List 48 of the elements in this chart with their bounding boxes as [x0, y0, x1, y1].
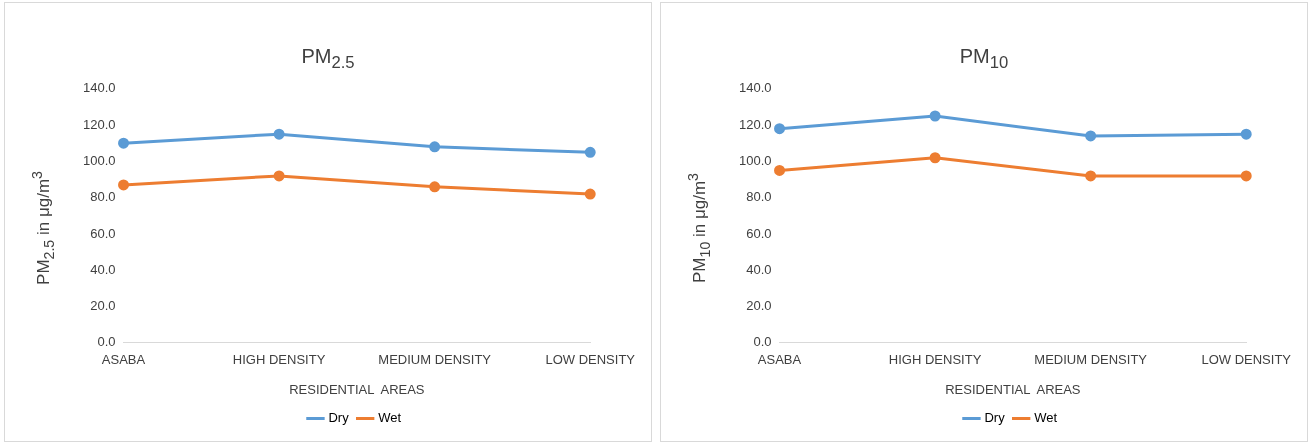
y-tick-label: 20.0 — [746, 298, 772, 314]
x-tick-label: MEDIUM DENSITY — [378, 352, 492, 368]
y-tick-label: 0.0 — [753, 334, 772, 350]
chart-title: PM$_{2.5}$ — [300, 45, 356, 73]
y-tick-label: 60.0 — [90, 225, 116, 241]
point — [1085, 170, 1097, 182]
y-tick-label: 80.0 — [90, 189, 116, 205]
legend-label: Dry — [984, 410, 1006, 426]
point — [584, 188, 596, 200]
point — [1085, 130, 1097, 142]
x-axis-title: RESIDENTIAL AREAS — [289, 381, 425, 397]
x-tick-label: HIGH DENSITY — [232, 352, 326, 368]
y-tick-label: 40.0 — [746, 261, 772, 277]
point — [1240, 170, 1252, 182]
x-tick-label: LOW DENSITY — [1201, 352, 1292, 368]
y-tick-label: 120.0 — [738, 116, 772, 132]
point — [774, 164, 786, 176]
point — [429, 181, 441, 193]
point — [584, 146, 596, 158]
point — [429, 141, 441, 153]
y-tick-label: 80.0 — [746, 189, 772, 205]
x-tick-label: MEDIUM DENSITY — [1034, 352, 1148, 368]
x-tick-label: LOW DENSITY — [545, 352, 636, 368]
point — [1240, 128, 1252, 140]
legend-label: Wet — [378, 410, 402, 426]
y-tick-label: 100.0 — [82, 152, 116, 168]
legend-label: Wet — [1034, 410, 1058, 426]
point — [273, 128, 285, 140]
point — [118, 137, 130, 149]
point — [273, 170, 285, 182]
point — [118, 179, 130, 191]
x-axis-title: RESIDENTIAL AREAS — [945, 381, 1081, 397]
y-tick-label: 0.0 — [97, 334, 116, 350]
chart-title: PM$_{10}$ — [958, 45, 1010, 73]
y-tick-label: 40.0 — [90, 261, 116, 277]
y-tick-label: 20.0 — [90, 298, 116, 314]
point — [929, 152, 941, 164]
x-tick-label: ASABA — [757, 352, 802, 368]
x-tick-label: ASABA — [101, 352, 146, 368]
point — [774, 123, 786, 135]
y-tick-label: 60.0 — [746, 225, 772, 241]
y-tick-label: 100.0 — [738, 152, 772, 168]
point — [929, 110, 941, 122]
x-tick-label: HIGH DENSITY — [888, 352, 982, 368]
y-tick-label: 140.0 — [738, 80, 772, 96]
y-tick-label: 120.0 — [82, 116, 116, 132]
y-tick-label: 140.0 — [82, 80, 116, 96]
legend-label: Dry — [328, 410, 350, 426]
